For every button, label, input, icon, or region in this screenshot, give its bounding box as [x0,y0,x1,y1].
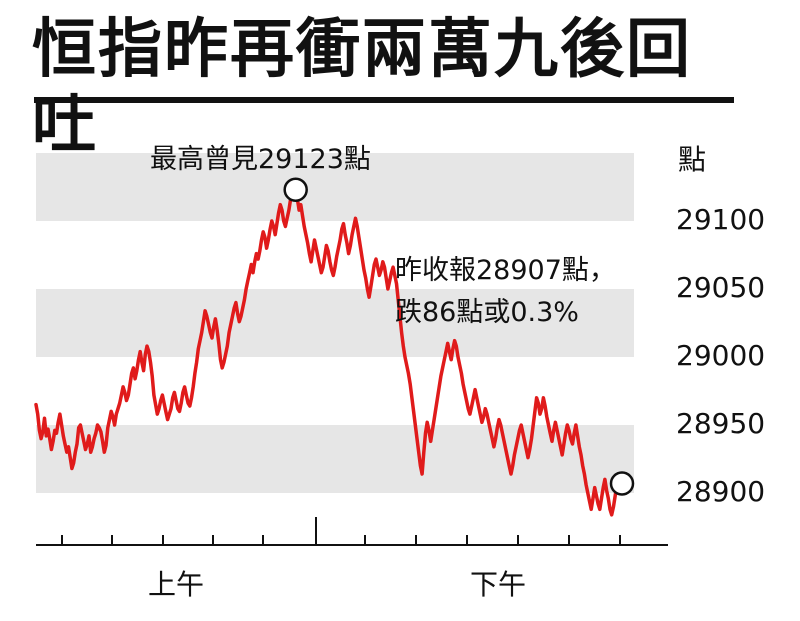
x-axis-label: 上午 [148,568,205,601]
x-axis-label: 下午 [470,568,527,601]
close-annotation-line2: 跌86點或0.3% [395,297,579,328]
title-underline [34,97,734,103]
y-tick-label: 28950 [676,407,766,440]
y-tick-label: 29100 [676,203,766,236]
grid-band-2 [36,153,634,221]
close-annotation-line1: 昨收報28907點， [395,255,616,286]
peak-annotation: 最高曾見29123點 [150,144,371,175]
grid-bands [36,153,634,493]
close-annotation: 昨收報28907點， 跌86點或0.3% [395,250,616,334]
series-line [34,187,624,517]
x-axis [36,517,668,546]
close-marker [609,471,635,496]
y-tick-label: 29050 [676,271,766,304]
y-tick-label: 28900 [676,475,766,508]
y-axis-unit: 點 [678,143,707,176]
grid-band-0 [36,425,634,493]
y-tick-label: 29000 [676,339,766,372]
peak-marker [283,177,308,202]
grid-band-1 [36,289,634,357]
